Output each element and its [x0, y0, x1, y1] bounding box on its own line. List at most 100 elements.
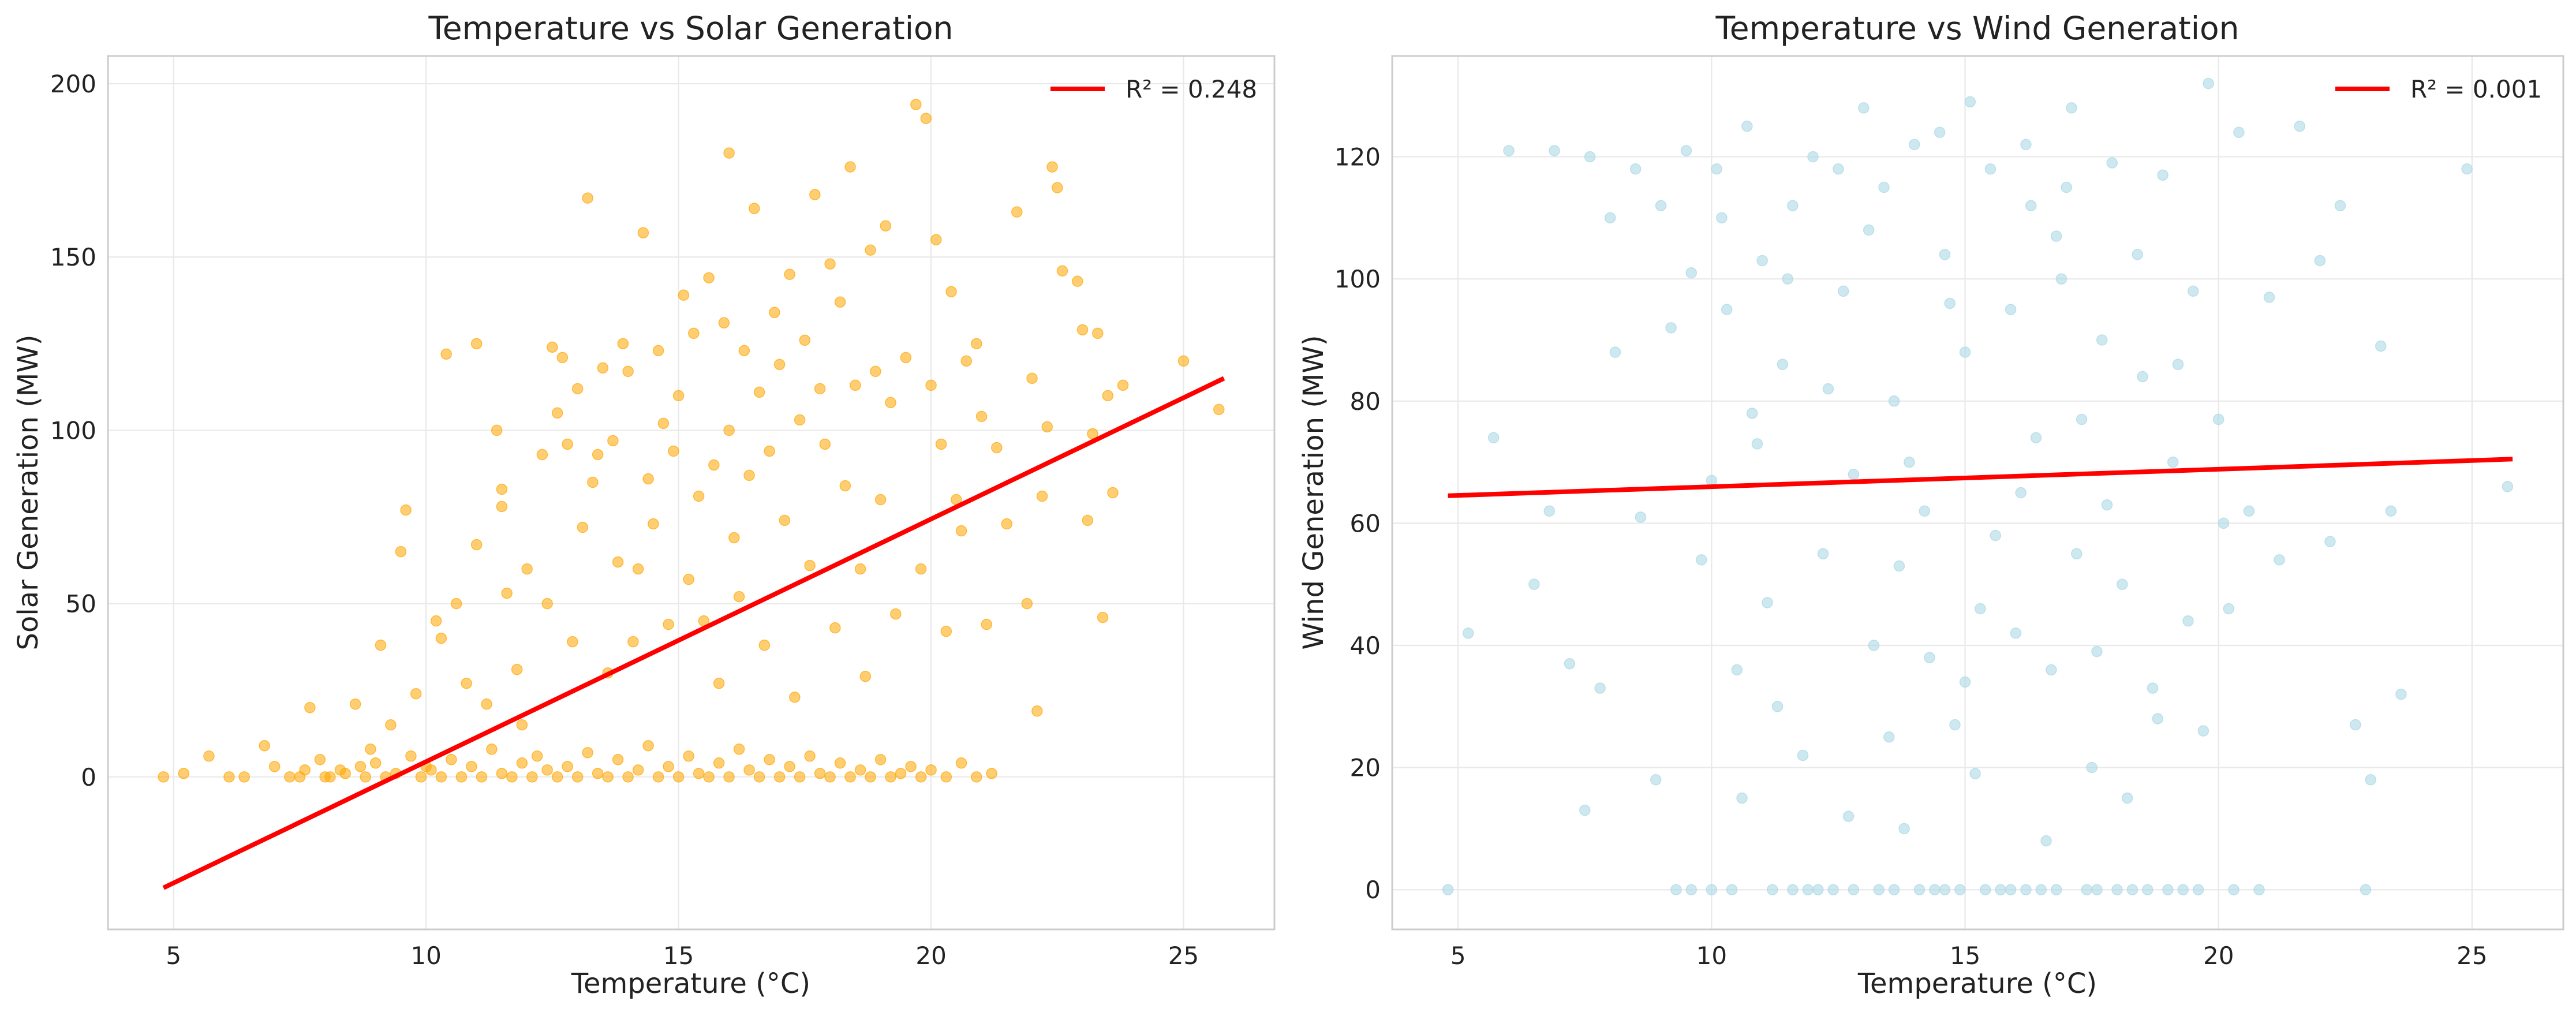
- solar-data-point: [733, 591, 745, 603]
- wind-data-point: [2121, 792, 2133, 804]
- solar-data-point: [804, 750, 816, 762]
- solar-data-point: [758, 639, 771, 651]
- solar-data-point: [506, 771, 518, 783]
- solar-data-point: [799, 334, 811, 346]
- wind-data-point: [1782, 273, 1793, 285]
- solar-data-point: [895, 768, 907, 779]
- wind-data-point: [1939, 249, 1951, 260]
- wind-data-point: [1528, 578, 1540, 590]
- solar-data-point: [865, 771, 876, 783]
- solar-data-point: [466, 761, 477, 772]
- wind-data-point: [1685, 267, 1697, 279]
- solar-data-point: [844, 771, 856, 783]
- wind-data-point: [2375, 340, 2387, 352]
- solar-data-point: [713, 757, 725, 769]
- solar-x-tick-label: 20: [915, 942, 946, 970]
- solar-data-point: [435, 771, 447, 783]
- solar-data-point: [334, 764, 346, 776]
- solar-data-point: [491, 424, 503, 436]
- solar-data-point: [617, 338, 629, 350]
- solar-data-point: [910, 99, 922, 110]
- solar-data-point: [415, 771, 427, 783]
- solar-data-point: [834, 757, 846, 769]
- solar-y-axis-label: Solar Generation (MW): [12, 335, 44, 651]
- wind-data-point: [1756, 255, 1768, 267]
- solar-data-point: [461, 677, 472, 689]
- solar-chart-title: Temperature vs Solar Generation: [428, 10, 953, 47]
- solar-data-point: [632, 764, 644, 776]
- wind-data-point: [2096, 334, 2108, 346]
- wind-data-point: [2025, 200, 2037, 211]
- solar-data-point: [905, 761, 917, 772]
- solar-data-point: [516, 757, 528, 769]
- solar-x-tick-label: 5: [166, 942, 181, 970]
- solar-data-point: [158, 771, 169, 783]
- wind-data-point: [2015, 487, 2027, 499]
- wind-data-point: [2167, 456, 2179, 468]
- solar-data-point: [470, 338, 483, 350]
- solar-data-point: [844, 161, 856, 173]
- wind-data-point: [1833, 163, 1844, 175]
- solar-data-point: [1102, 390, 1114, 402]
- solar-data-point: [203, 750, 215, 762]
- wind-data-point: [2294, 120, 2306, 132]
- wind-data-point: [1777, 358, 1789, 371]
- solar-data-point: [874, 494, 887, 506]
- solar-data-point: [723, 771, 735, 783]
- wind-legend-label: R² = 0.001: [2410, 75, 2542, 103]
- solar-data-point: [683, 750, 694, 762]
- solar-data-point: [935, 438, 947, 450]
- wind-data-point: [2228, 884, 2239, 895]
- solar-data-point: [602, 771, 614, 783]
- solar-data-point: [571, 771, 584, 783]
- solar-data-point: [880, 220, 892, 231]
- wind-data-point: [1594, 682, 1606, 694]
- solar-data-point: [668, 445, 679, 457]
- wind-plot-frame: [1391, 55, 2564, 931]
- solar-data-point: [1001, 518, 1013, 530]
- wind-x-tick-label: 10: [1696, 942, 1727, 970]
- wind-data-point: [2197, 725, 2209, 737]
- solar-x-axis-label: Temperature (°C): [571, 968, 810, 1000]
- wind-data-point: [2111, 884, 2123, 895]
- solar-data-point: [425, 764, 437, 776]
- solar-data-point: [663, 761, 674, 772]
- wind-data-point: [2334, 200, 2346, 211]
- solar-data-point: [703, 272, 715, 284]
- solar-data-point: [1052, 182, 1063, 193]
- wind-x-tick-label: 15: [1950, 942, 1980, 970]
- solar-data-point: [470, 539, 483, 551]
- solar-data-point: [1026, 372, 1038, 384]
- wind-data-point: [1868, 640, 1880, 651]
- solar-chart: Temperature vs Solar Generation 5 10 15 20 2…: [12, 10, 1276, 1000]
- wind-y-axis-label: Wind Generation (MW): [1298, 335, 1330, 649]
- solar-data-point: [567, 636, 578, 648]
- wind-data-point: [2172, 358, 2184, 371]
- solar-data-point: [597, 362, 609, 374]
- wind-data-point: [2350, 719, 2361, 731]
- solar-data-point: [592, 449, 604, 461]
- wind-data-point: [2218, 517, 2230, 529]
- wind-data-point: [1959, 676, 1971, 688]
- solar-data-point: [764, 445, 775, 457]
- solar-data-point: [804, 559, 816, 572]
- wind-data-point: [2091, 645, 2103, 658]
- wind-y-tick-label: 120: [1334, 143, 1381, 171]
- solar-data-point: [865, 244, 876, 256]
- solar-data-point: [1072, 275, 1083, 287]
- wind-data-point: [1771, 701, 1784, 712]
- solar-data-point: [612, 556, 624, 568]
- solar-data-point: [526, 771, 538, 783]
- wind-data-point: [2040, 835, 2052, 847]
- solar-data-point: [809, 189, 821, 200]
- solar-data-point: [536, 449, 548, 461]
- wind-y-tick-label: 80: [1350, 387, 1381, 416]
- solar-data-point: [562, 761, 573, 772]
- solar-data-point: [294, 771, 306, 783]
- solar-data-point: [582, 192, 593, 204]
- wind-data-point: [1463, 627, 1474, 639]
- wind-data-point: [2005, 304, 2017, 315]
- solar-data-point: [496, 768, 508, 779]
- wind-data-point: [2233, 126, 2245, 139]
- solar-data-point: [516, 719, 528, 731]
